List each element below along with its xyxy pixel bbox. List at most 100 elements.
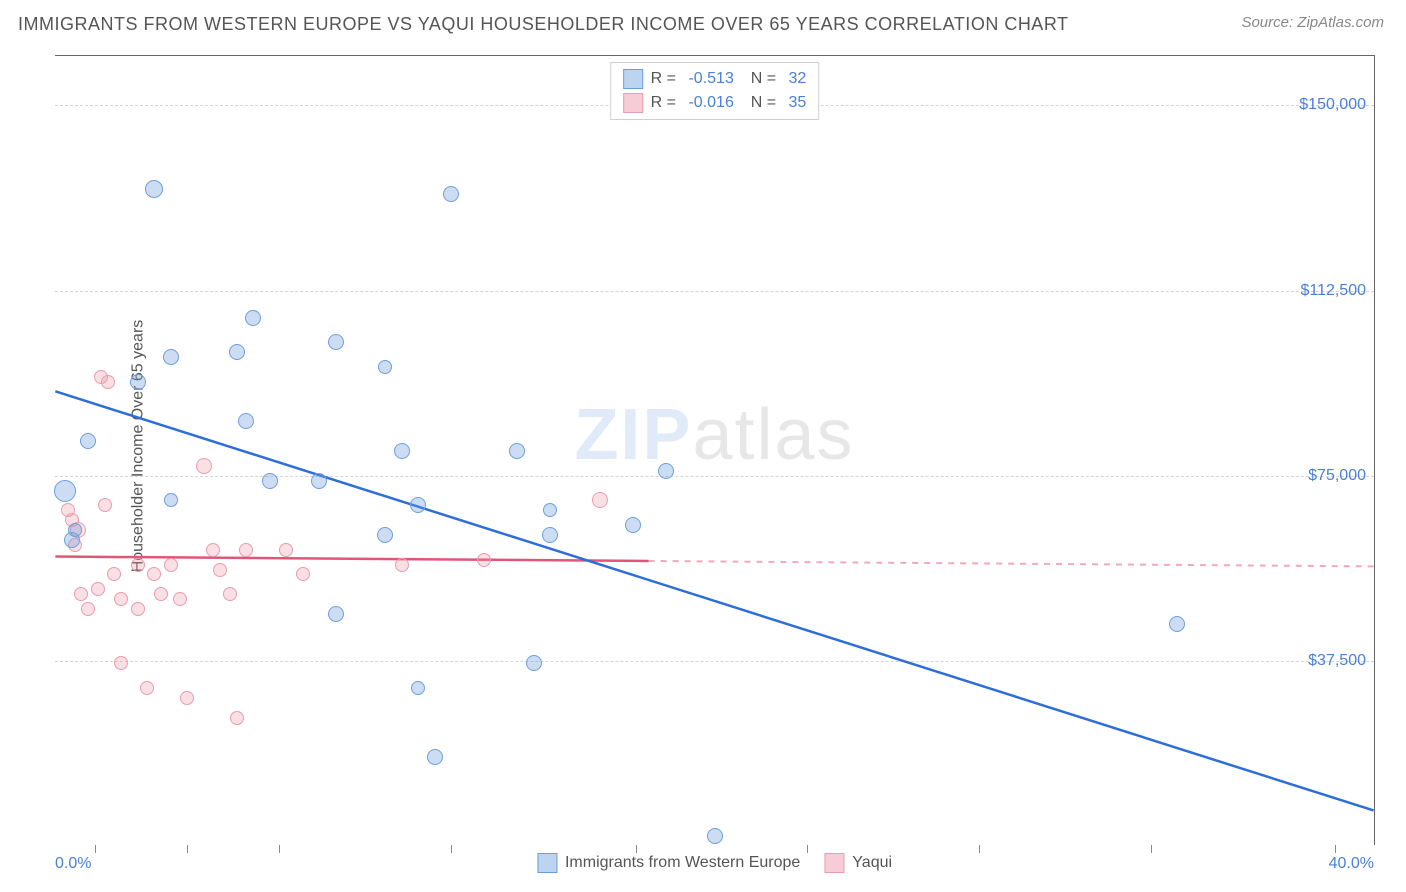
pink-point: [223, 587, 237, 601]
watermark: ZIPatlas: [574, 394, 854, 476]
pink-point: [239, 543, 253, 557]
pink-point: [173, 592, 187, 606]
legend-series: Immigrants from Western Europe Yaqui: [537, 853, 892, 873]
blue-point: [377, 527, 393, 543]
gridline: [55, 291, 1374, 292]
pink-point: [131, 558, 145, 572]
legend-label-pink: Yaqui: [852, 854, 892, 872]
x-tick: [807, 845, 808, 853]
x-axis-max-label: 40.0%: [1329, 855, 1374, 873]
blue-point: [410, 497, 426, 513]
legend-swatch-pink: [623, 93, 643, 113]
trend-line-dashed: [649, 561, 1374, 566]
trend-lines: [55, 56, 1374, 845]
blue-point: [262, 473, 278, 489]
gridline: [55, 661, 1374, 662]
legend-swatch-blue: [623, 69, 643, 89]
legend-r-label: R =: [651, 70, 681, 88]
blue-point: [509, 443, 525, 459]
legend-r-label: R =: [651, 94, 681, 112]
pink-point: [131, 602, 145, 616]
legend-row-pink: R = -0.016 N = 35: [623, 91, 807, 115]
legend-swatch-blue: [537, 853, 557, 873]
trend-line-solid: [55, 557, 648, 561]
blue-point: [543, 503, 557, 517]
blue-point: [80, 433, 96, 449]
legend-n-blue: 32: [789, 70, 807, 88]
x-tick: [636, 845, 637, 853]
blue-point: [625, 517, 641, 533]
pink-point: [592, 492, 608, 508]
plot-area: ZIPatlas $37,500$75,000$112,500$150,000 …: [55, 55, 1375, 845]
x-axis-min-label: 0.0%: [55, 855, 91, 873]
blue-point: [1169, 616, 1185, 632]
legend-item-blue: Immigrants from Western Europe: [537, 853, 800, 873]
trend-line-solid: [55, 391, 1373, 810]
x-tick: [451, 845, 452, 853]
gridline: [55, 476, 1374, 477]
chart-title: IMMIGRANTS FROM WESTERN EUROPE VS YAQUI …: [18, 14, 1069, 35]
x-tick: [95, 845, 96, 853]
blue-point: [68, 523, 82, 537]
blue-point: [394, 443, 410, 459]
pink-point: [213, 563, 227, 577]
blue-point: [411, 681, 425, 695]
chart-source: Source: ZipAtlas.com: [1241, 14, 1384, 31]
pink-point: [180, 691, 194, 705]
blue-point: [164, 493, 178, 507]
blue-point: [229, 344, 245, 360]
y-tick-label: $150,000: [1299, 96, 1366, 114]
blue-point: [658, 463, 674, 479]
pink-point: [114, 592, 128, 606]
blue-point: [311, 473, 327, 489]
x-tick: [187, 845, 188, 853]
pink-point: [147, 567, 161, 581]
blue-point: [526, 655, 542, 671]
blue-point: [130, 374, 146, 390]
legend-r-pink: -0.016: [688, 94, 733, 112]
blue-point: [54, 480, 76, 502]
blue-point: [443, 186, 459, 202]
pink-point: [395, 558, 409, 572]
blue-point: [707, 828, 723, 844]
y-tick-label: $75,000: [1308, 467, 1366, 485]
legend-n-pink: 35: [789, 94, 807, 112]
x-tick: [979, 845, 980, 853]
x-tick: [1335, 845, 1336, 853]
pink-point: [140, 681, 154, 695]
pink-point: [74, 587, 88, 601]
y-tick-label: $112,500: [1300, 282, 1366, 300]
x-tick: [1151, 845, 1152, 853]
y-tick-label: $37,500: [1308, 652, 1366, 670]
legend-swatch-pink: [824, 853, 844, 873]
watermark-bold: ZIP: [574, 395, 692, 475]
pink-point: [91, 582, 105, 596]
pink-point: [279, 543, 293, 557]
legend-correlation-box: R = -0.513 N = 32 R = -0.016 N = 35: [610, 62, 820, 120]
pink-point: [107, 567, 121, 581]
pink-point: [81, 602, 95, 616]
pink-point: [154, 587, 168, 601]
legend-n-label: N =: [742, 70, 781, 88]
blue-point: [328, 334, 344, 350]
pink-point: [164, 558, 178, 572]
blue-point: [163, 349, 179, 365]
legend-row-blue: R = -0.513 N = 32: [623, 67, 807, 91]
legend-item-pink: Yaqui: [824, 853, 892, 873]
legend-n-label: N =: [742, 94, 781, 112]
legend-label-blue: Immigrants from Western Europe: [565, 854, 800, 872]
blue-point: [378, 360, 392, 374]
pink-point: [206, 543, 220, 557]
x-tick: [279, 845, 280, 853]
watermark-rest: atlas: [692, 395, 854, 475]
pink-point: [230, 711, 244, 725]
pink-point: [477, 553, 491, 567]
pink-point: [196, 458, 212, 474]
pink-point: [101, 375, 115, 389]
blue-point: [328, 606, 344, 622]
blue-point: [427, 749, 443, 765]
legend-r-blue: -0.513: [688, 70, 733, 88]
blue-point: [238, 413, 254, 429]
blue-point: [542, 527, 558, 543]
pink-point: [114, 656, 128, 670]
